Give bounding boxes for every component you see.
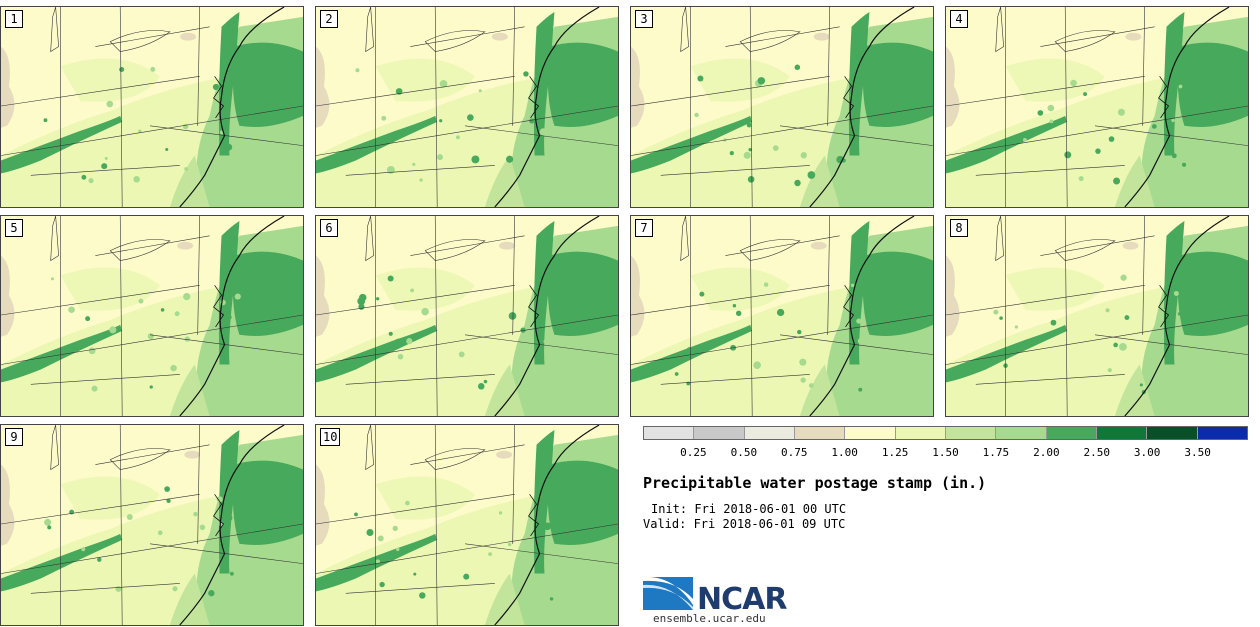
member-number: 9	[5, 428, 23, 446]
map-field	[946, 7, 1248, 207]
valid-time: Valid: Fri 2018-06-01 09 UTC	[643, 517, 846, 531]
colorbar-tick: 1.25	[881, 446, 909, 459]
plot-title: Precipitable water postage stamp (in.)	[643, 474, 987, 492]
map-field	[946, 216, 1248, 416]
map-field	[631, 216, 933, 416]
colorbar-swatch	[895, 427, 946, 439]
colorbar-swatch	[794, 427, 846, 439]
colorbar-tick: 2.00	[1033, 446, 1060, 459]
map-field	[316, 216, 618, 416]
postage-stamp-panel-4: 4	[945, 6, 1249, 208]
postage-stamp-panel-3: 3	[630, 6, 934, 208]
colorbar-swatch	[1046, 427, 1097, 439]
map-field	[1, 216, 303, 416]
map-field	[1, 425, 303, 625]
postage-stamp-panel-6: 6	[315, 215, 619, 417]
postage-stamp-panel-7: 7	[630, 215, 934, 417]
map-field	[631, 7, 933, 207]
colorbar-swatch	[694, 427, 745, 439]
colorbar-swatch	[644, 427, 695, 439]
logo-url: ensemble.ucar.edu	[653, 612, 766, 625]
postage-stamp-panel-2: 2	[315, 6, 619, 208]
colorbar	[643, 426, 1248, 440]
member-number: 1	[5, 10, 23, 28]
member-number: 4	[950, 10, 968, 28]
colorbar-tick: 2.50	[1083, 446, 1111, 459]
colorbar-swatch	[845, 427, 896, 439]
postage-stamp-panel-1: 1	[0, 6, 304, 208]
postage-stamp-panel-9: 9	[0, 424, 304, 626]
colorbar-tick: 0.50	[730, 446, 758, 459]
member-number: 7	[635, 219, 653, 237]
colorbar-swatch	[744, 427, 795, 439]
colorbar-tick: 3.50	[1184, 446, 1211, 459]
colorbar-swatch	[1096, 427, 1148, 439]
init-time: Init: Fri 2018-06-01 00 UTC	[651, 502, 847, 516]
colorbar-swatch	[945, 427, 997, 439]
map-field	[316, 7, 618, 207]
colorbar-tick: 0.25	[680, 446, 707, 459]
member-number: 8	[950, 219, 968, 237]
member-number: 6	[320, 219, 338, 237]
logo-text: NCAR	[697, 582, 787, 617]
colorbar-swatch	[996, 427, 1047, 439]
colorbar-tick: 0.75	[781, 446, 808, 459]
member-number: 3	[635, 10, 653, 28]
member-number: 10	[320, 428, 341, 446]
member-number: 5	[5, 219, 23, 237]
member-number: 2	[320, 10, 338, 28]
postage-stamp-panel-5: 5	[0, 215, 304, 417]
colorbar-tick: 1.00	[831, 446, 858, 459]
postage-stamp-panel-8: 8	[945, 215, 1249, 417]
colorbar-tick: 1.75	[982, 446, 1010, 459]
time-info: Init: Fri 2018-06-01 00 UTC Valid: Fri 2…	[643, 502, 846, 532]
colorbar-tick-labels: 0.25 0.50 0.75 1.00 1.25 1.50 1.75 2.00 2.50 3.00…	[630, 446, 1260, 460]
colorbar-swatch	[1147, 427, 1198, 439]
colorbar-swatch	[1197, 427, 1247, 439]
colorbar-tick: 1.50	[932, 446, 959, 459]
map-field	[316, 425, 618, 625]
postage-stamp-panel-10: 10	[315, 424, 619, 626]
ncar-logo-icon	[643, 576, 693, 610]
map-field	[1, 7, 303, 207]
colorbar-tick: 3.00	[1133, 446, 1161, 459]
